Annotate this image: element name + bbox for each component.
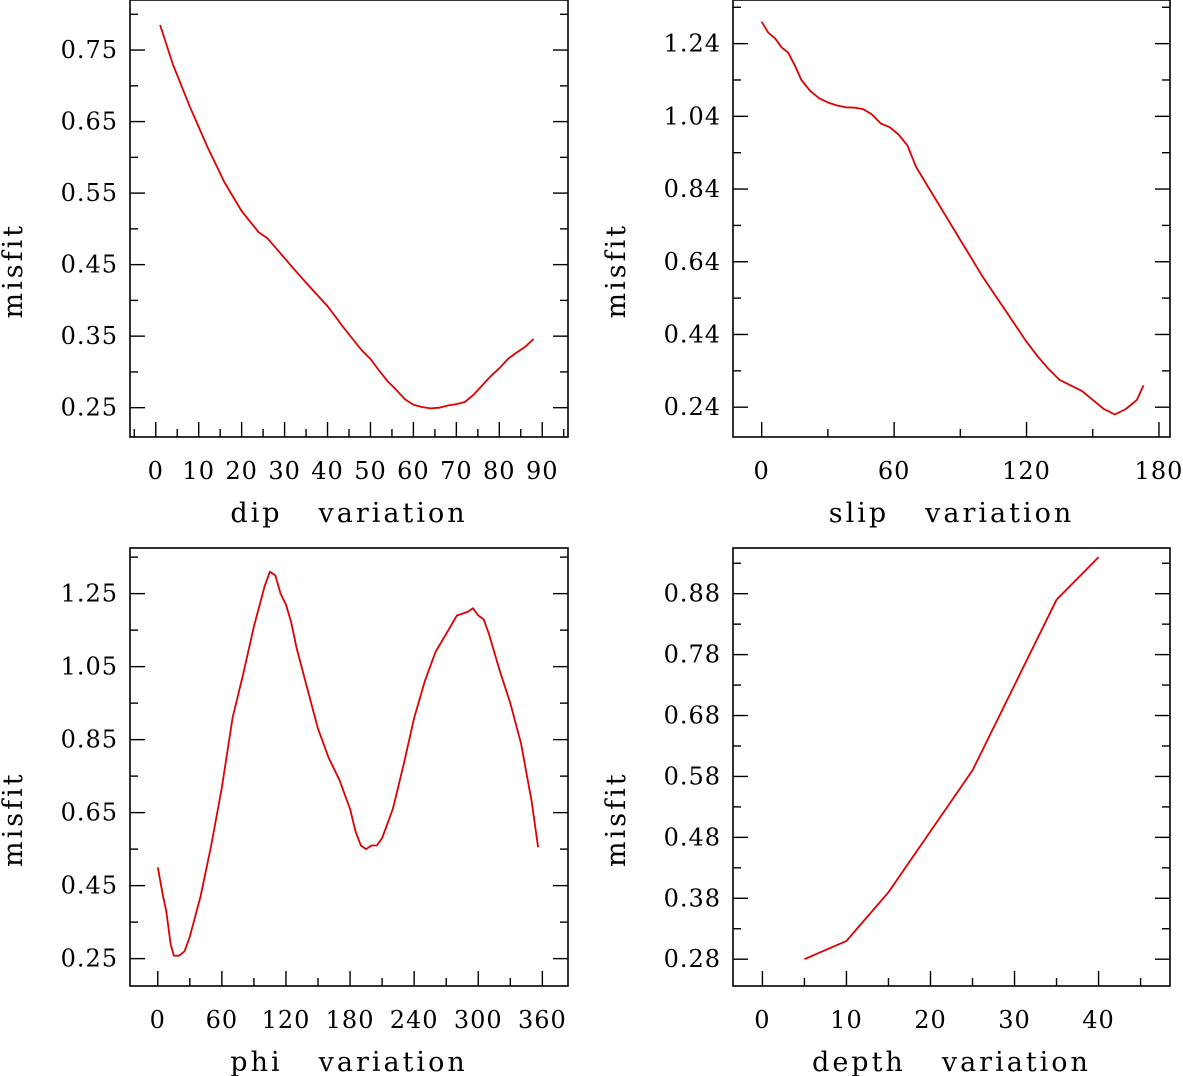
- dip-x-tick-label: 70: [440, 457, 473, 485]
- dip-panel: 0.25 0.35 0.45 0.55 0.65 0.75 0 10 20 30 40 50 60 70 8…: [0, 0, 569, 529]
- depth-x-axis-title: depth variation: [812, 1047, 1091, 1076]
- dip-plot-frame: [129, 0, 569, 438]
- dip-y-tick-label: 0.25: [61, 394, 118, 422]
- phi-x-tick-label: 60: [206, 1006, 239, 1034]
- dip-x-tick-label: 50: [354, 457, 387, 485]
- slip-x-tick-label: 0: [754, 457, 770, 485]
- dip-x-tick-label: 90: [526, 457, 559, 485]
- depth-x-tick-label: 20: [914, 1006, 947, 1034]
- slip-y-tick-label: 0.44: [664, 320, 721, 348]
- dip-x-axis-title: dip variation: [230, 498, 467, 529]
- dip-y-tick-label: 0.55: [61, 179, 118, 207]
- slip-x-tick-label: 180: [1135, 457, 1183, 485]
- depth-x-axis-suffix: variation: [941, 1047, 1091, 1076]
- slip-y-tick-label: 0.64: [664, 248, 721, 276]
- depth-y-tick-label: 0.28: [664, 945, 721, 973]
- phi-y-tick-label: 1.05: [61, 653, 118, 681]
- dip-y-tick-label: 0.75: [61, 36, 118, 64]
- depth-y-tick-label: 0.48: [664, 823, 721, 851]
- depth-y-tick-label: 0.88: [664, 580, 721, 608]
- phi-y-tick-label: 0.85: [61, 726, 118, 754]
- slip-x-axis-param: slip: [829, 498, 889, 529]
- depth-plot-frame: [732, 547, 1171, 987]
- slip-misfit-curve: [760, 21, 1145, 416]
- depth-x-axis-param: depth: [812, 1047, 906, 1076]
- slip-y-tick-label: 0.84: [664, 175, 721, 203]
- phi-y-tick-label: 0.65: [61, 799, 118, 827]
- dip-x-tick-label: 10: [182, 457, 215, 485]
- dip-x-tick-label: 80: [483, 457, 516, 485]
- slip-plot-frame: [732, 0, 1171, 438]
- depth-x-tick-label: 30: [998, 1006, 1031, 1034]
- slip-y-tick-label: 1.24: [664, 30, 721, 58]
- dip-y-tick-label: 0.65: [61, 108, 118, 136]
- phi-x-tick-label: 300: [454, 1006, 503, 1034]
- depth-misfit-curve: [804, 556, 1100, 961]
- phi-y-axis-title: misfit: [0, 771, 29, 867]
- phi-x-axis-suffix: variation: [318, 1047, 468, 1076]
- dip-x-tick-label: 40: [311, 457, 344, 485]
- dip-misfit-curve: [159, 24, 535, 410]
- phi-panel: 0.25 0.45 0.65 0.85 1.05 1.25 0 60 120 180 240 300 3…: [0, 547, 569, 1076]
- slip-y-axis-title: misfit: [601, 223, 632, 319]
- phi-y-tick-label: 1.25: [61, 580, 118, 608]
- dip-y-tick-label: 0.35: [61, 322, 118, 350]
- slip-panel: 0.24 0.44 0.64 0.84 1.04 1.24 0 60 120 180 slip var…: [601, 0, 1183, 529]
- depth-x-tick-label: 40: [1082, 1006, 1115, 1034]
- dip-x-tick-label: 30: [268, 457, 301, 485]
- phi-x-tick-label: 240: [390, 1006, 439, 1034]
- slip-y-tick-label: 0.24: [664, 393, 721, 421]
- slip-y-tick-label: 1.04: [664, 102, 721, 130]
- phi-x-tick-label: 180: [326, 1006, 375, 1034]
- phi-x-tick-label: 360: [518, 1006, 567, 1034]
- slip-x-axis-suffix: variation: [924, 498, 1074, 529]
- phi-x-axis-title: phi variation: [230, 1047, 467, 1076]
- phi-y-tick-label: 0.45: [61, 872, 118, 900]
- dip-y-axis-title: misfit: [0, 223, 29, 319]
- depth-y-tick-label: 0.68: [664, 702, 721, 730]
- slip-x-tick-label: 60: [878, 457, 911, 485]
- depth-x-tick-label: 0: [754, 1006, 770, 1034]
- dip-x-axis-param: dip: [230, 498, 282, 529]
- depth-y-axis-title: misfit: [601, 771, 632, 867]
- phi-x-tick-label: 0: [150, 1006, 166, 1034]
- depth-panel: 0.28 0.38 0.48 0.58 0.68 0.78 0.88 0 10 20 30 40 dep…: [601, 547, 1171, 1076]
- dip-x-tick-label: 60: [397, 457, 430, 485]
- dip-y-tick-label: 0.45: [61, 251, 118, 279]
- slip-x-tick-label: 120: [1002, 457, 1051, 485]
- slip-x-axis-title: slip variation: [829, 498, 1075, 529]
- phi-x-axis-param: phi: [230, 1047, 282, 1076]
- depth-y-tick-label: 0.38: [664, 884, 721, 912]
- depth-x-tick-label: 10: [830, 1006, 863, 1034]
- depth-y-tick-label: 0.78: [664, 641, 721, 669]
- dip-x-tick-label: 20: [225, 457, 258, 485]
- depth-y-tick-label: 0.58: [664, 762, 721, 790]
- dip-x-tick-label: 0: [148, 457, 164, 485]
- phi-plot-frame: [129, 547, 569, 987]
- dip-x-axis-suffix: variation: [318, 498, 468, 529]
- phi-misfit-curve: [156, 570, 539, 957]
- phi-y-tick-label: 0.25: [61, 945, 118, 973]
- phi-x-tick-label: 120: [262, 1006, 311, 1034]
